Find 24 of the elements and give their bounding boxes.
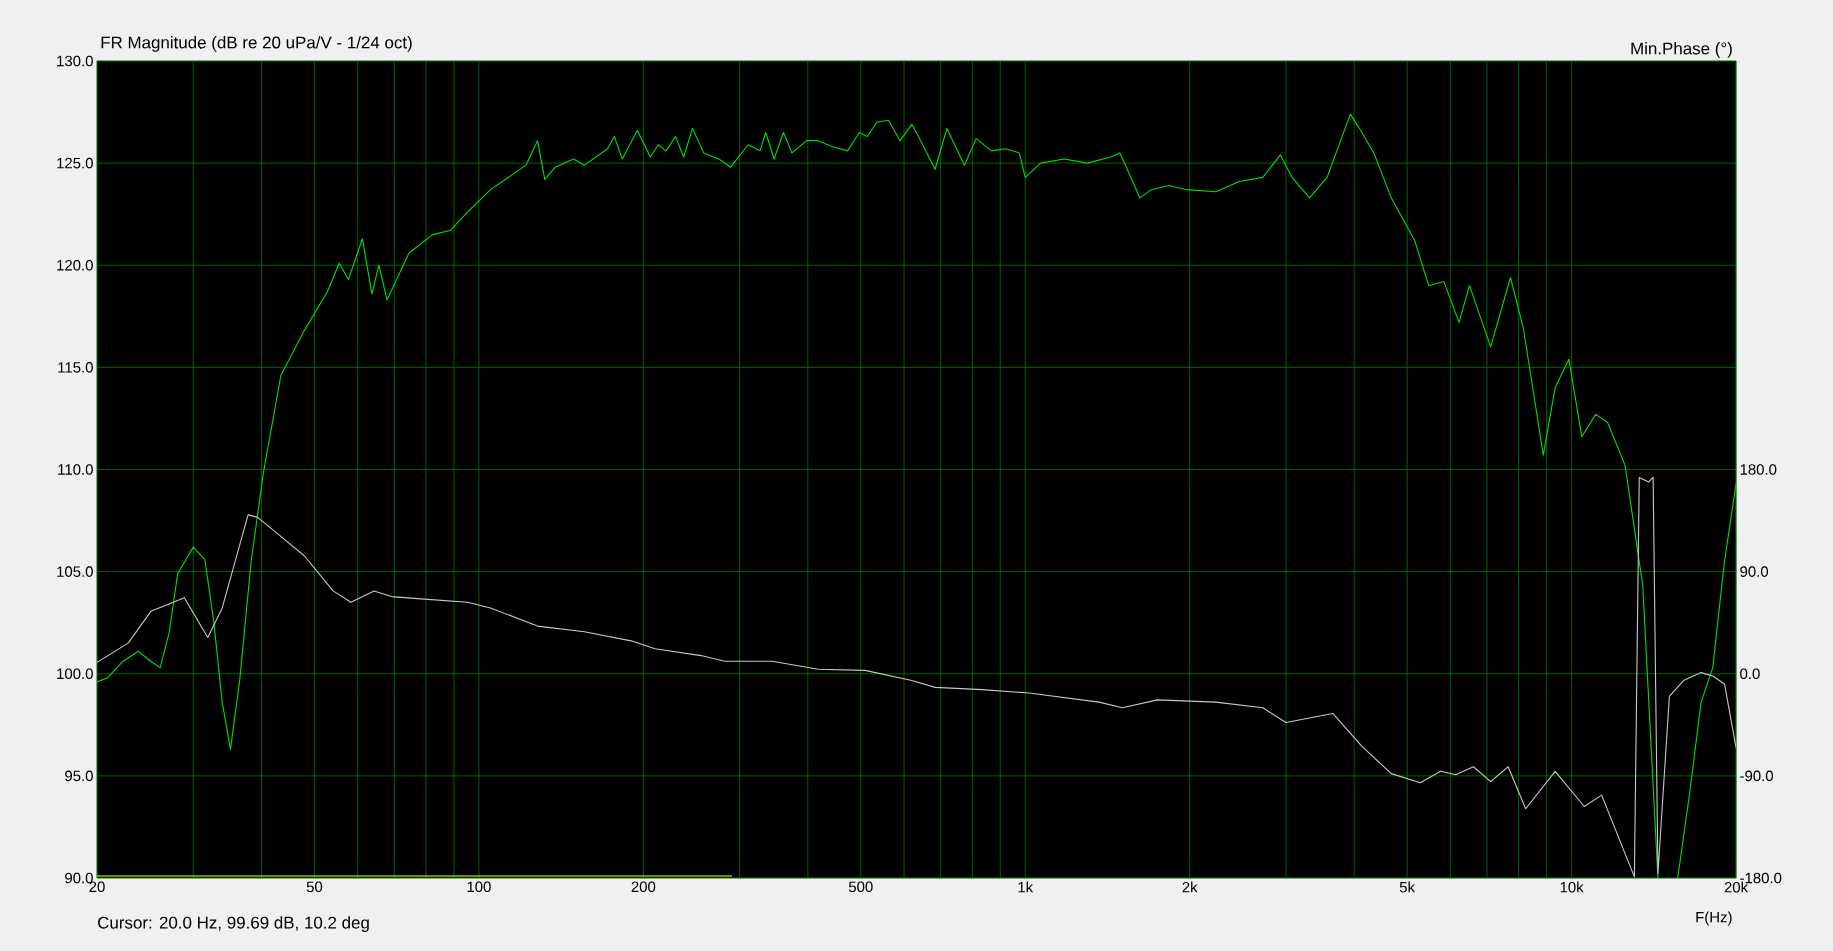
y-tick-label: 130.0 [57,55,93,67]
y-tick-label: 105.0 [57,566,93,577]
y2-tick-label: -90.0 [1740,770,1774,782]
y-tick-label: 100.0 [57,668,93,680]
x-tick-label: 1k [1018,881,1034,893]
x-tick-label: 100 [467,881,491,893]
x-axis-title: F(Hz) [1696,911,1732,926]
x-tick-label: 500 [848,881,873,893]
x-tick-label: 200 [631,881,656,893]
x-tick-label: 50 [306,881,323,893]
y2-tick-label: 0.0 [1740,668,1760,680]
y-tick-label: 120.0 [57,259,93,271]
x-tick-label: 10k [1560,881,1584,893]
y-tick-label: 110.0 [58,464,93,475]
y2-tick-label: 180.0 [1740,464,1777,475]
y2-axis-title: Min.Phase (°) [1631,42,1732,58]
x-tick-label: 5k [1399,881,1416,893]
y2-tick-label: 90.0 [1740,566,1769,577]
y-tick-label: 95.0 [65,770,93,782]
y-tick-label: 125.0 [57,157,93,169]
y-tick-label: 115.0 [58,362,93,373]
x-tick-label: 2k [1182,881,1198,893]
chart-title: FR Magnitude (dB re 20 uPa/V - 1/24 oct) [101,36,412,52]
text: Cursor: 20.0 Hz, 99.69 dB, 10.2 deg [98,916,369,932]
